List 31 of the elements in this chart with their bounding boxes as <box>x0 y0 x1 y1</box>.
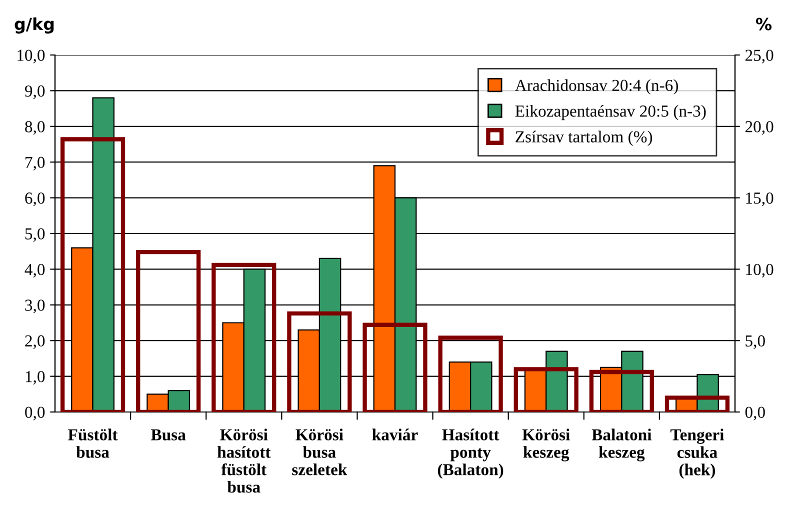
y2-tick-label: 25,0 <box>745 50 774 64</box>
x-tick-label: Körösi busa szeletek <box>292 428 348 476</box>
y-tick-label: 9,0 <box>24 85 45 100</box>
y2-axis-title: % <box>756 18 772 30</box>
legend-label: Arachidonsav 20:4 (n-6) <box>515 79 678 94</box>
y-tick-label: 5,0 <box>25 228 45 242</box>
y-tick-label: 2,0 <box>25 335 45 349</box>
y-tick-label: 0,0 <box>25 406 45 420</box>
x-tick-label: Körösi keszeg <box>522 428 570 462</box>
x-tick-label: Körösi hasított füstölt busa <box>217 428 271 493</box>
x-tick-label: Hasított ponty (Balaton) <box>438 428 504 479</box>
y2-tick-label: 15,0 <box>746 192 774 206</box>
y2-tick-label: 20,0 <box>745 121 774 135</box>
y-tick-label: 7,0 <box>26 156 45 170</box>
y-tick-label: 10,0 <box>18 50 45 64</box>
x-tick-label: kaviár <box>372 428 418 440</box>
y-axis-title: g/kg <box>14 17 54 34</box>
y-tick-label: 6,0 <box>25 192 45 206</box>
y-tick-label: 3,0 <box>25 300 45 314</box>
x-tick-label: Tengeri csuka (hek) <box>670 428 724 479</box>
x-tick-label: Busa <box>151 429 186 440</box>
x-tick-label: Füstölt busa <box>68 428 118 458</box>
legend-label: Zsírsav tartalom (%) <box>516 130 652 146</box>
legend-label: Eikozapentaénsav 20:5 (n-3) <box>515 104 706 120</box>
y2-tick-label: 5,0 <box>746 335 765 349</box>
y-tick-label: 8,0 <box>25 121 45 135</box>
y-tick-label: 4,0 <box>24 264 45 278</box>
y2-tick-label: 10,0 <box>746 264 774 278</box>
y-tick-label: 1,0 <box>26 371 45 385</box>
x-tick-label: Balatoni keszeg <box>592 428 652 462</box>
y2-tick-label: 0,0 <box>745 406 765 420</box>
